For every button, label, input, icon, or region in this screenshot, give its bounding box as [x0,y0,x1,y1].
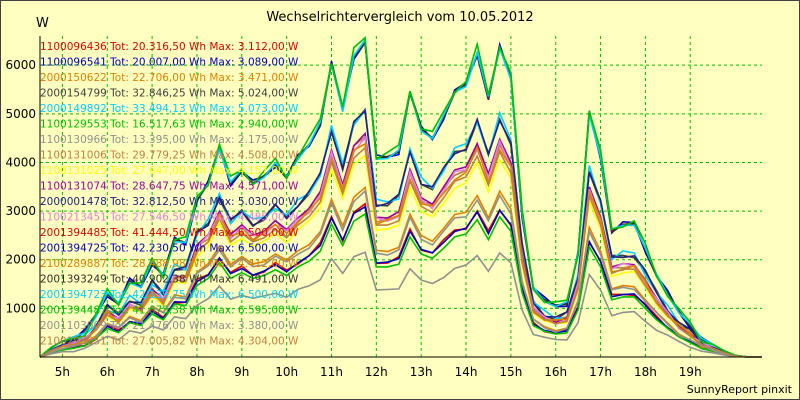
legend-entry-2001394485: 2001394485 Tot: 41.444,50 Wh Max: 6.500,… [40,227,299,239]
series-line-2000001478 [39,109,762,358]
chart-title: Wechselrichtervergleich vom 10.05.2012 [266,10,534,25]
legend-entry-1100131025: 1100131025 Tot: 27.647,00 Wh Max: 4.157,… [40,165,299,177]
legend-entry-1100131006: 1100131006 Tot: 29.779,25 Wh Max: 4.508,… [40,150,299,162]
y-tick-label: 2000 [5,253,36,267]
legend-entry-2001394487: 2001394487 Tot: 41.675,38 Wh Max: 6.595,… [40,305,299,317]
x-tick-label: 12h [365,365,388,379]
x-tick-label: 10h [275,365,298,379]
series-line-1100096541 [39,205,762,358]
x-tick-label: 16h [544,365,567,379]
series-line-1100130966 [39,251,762,358]
y-tick-label: 1000 [5,301,36,315]
x-tick-label: 15h [499,365,522,379]
series-line-2100295651 [39,146,762,358]
legend-entry-2100289887: 2100289887 Tot: 28.488,98 Wh Max: 4.412,… [40,258,299,270]
series-line-1100131025 [39,154,762,358]
legend-entry-2100295651: 2100295651 Tot: 27.005,82 Wh Max: 4.304,… [40,336,299,348]
x-tick-label: 19h [679,365,702,379]
legend-entry-2001393249: 2001393249 Tot: 40.902,38 Wh Max: 6.491,… [40,274,299,286]
legend-entry-1100096436: 1100096436 Tot: 20.316,50 Wh Max: 3.112,… [40,41,299,53]
legend-entry-1100129553: 1100129553 Tot: 16.517,63 Wh Max: 2.940,… [40,119,299,131]
legend-entry-1100130966: 1100130966 Tot: 13.395,00 Wh Max: 2.175,… [40,134,299,146]
series-line-2001103009 [39,189,762,358]
legend-entry-2000001478: 2000001478 Tot: 32.812,50 Wh Max: 5.030,… [40,196,299,208]
legend-entry-2001394725: 2001394725 Tot: 42.230,50 Wh Max: 6.500,… [40,243,299,255]
series-line-2001394487 [39,36,762,358]
x-tick-label: 9h [234,365,249,379]
legend-entry-2001394723: 2001394723 Tot: 42.139,75 Wh Max: 6.500,… [40,289,299,301]
legend-entry-1100131074: 1100131074 Tot: 28.647,75 Wh Max: 4.571,… [40,181,299,193]
series-line-1100129553 [39,212,762,358]
y-axis-unit: W [36,16,49,31]
legend-entry-2001103009: 2001103009 Tot: 21.476,00 Wh Max: 3.380,… [40,320,299,332]
x-tick-label: 5h [55,365,70,379]
y-tick-label: 6000 [5,58,36,72]
x-tick-label: 11h [320,365,343,379]
legend-entry-2000149892: 2000149892 Tot: 33.494,13 Wh Max: 5.073,… [40,103,299,115]
credit-label: SunnyReport pinxit [686,383,792,396]
legend-entry-1100096541: 1100096541 Tot: 20.007,00 Wh Max: 3.089,… [40,57,299,69]
series-line-1100213451 [39,135,762,358]
x-tick-label: 6h [100,365,115,379]
x-tick-label: 8h [189,365,204,379]
legend-entry-2000154799: 2000154799 Tot: 32.846,25 Wh Max: 5.024,… [40,88,299,100]
legend-entry-2000150622: 2000150622 Tot: 22.706,00 Wh Max: 3.471,… [40,72,299,84]
y-tick-label: 5000 [5,107,36,121]
y-tick-label: 4000 [5,155,36,169]
x-tick-label: 18h [634,365,657,379]
legend-entry-1100213451: 1100213451 Tot: 27.546,50 Wh Max: 4.485,… [40,212,299,224]
x-tick-label: 17h [589,365,612,379]
x-tick-label: 13h [410,365,433,379]
x-tick-label: 14h [455,365,478,379]
x-tick-label: 7h [144,365,159,379]
y-tick-label: 3000 [5,204,36,218]
